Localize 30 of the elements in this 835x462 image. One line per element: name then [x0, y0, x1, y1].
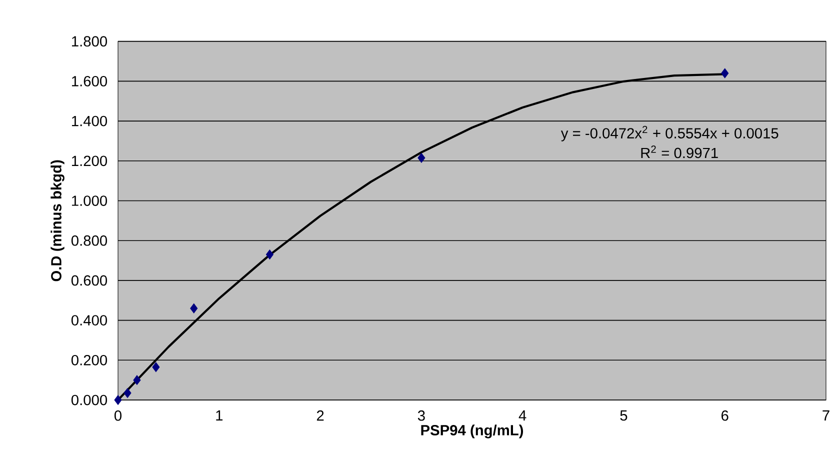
- x-tick-label: 1: [216, 410, 223, 420]
- point: [133, 375, 141, 386]
- x-tick-label: 7: [822, 410, 830, 420]
- point: [418, 152, 426, 163]
- annotation: y = -0.0472x$^{2}$ + 0.5554x + 0.0015: [560, 126, 778, 142]
- y-tick-label: 1.800: [72, 36, 108, 47]
- y-tick-label: 1.600: [72, 76, 108, 86]
- y-tick-label: 1.000: [72, 196, 108, 206]
- point: [152, 362, 160, 372]
- y-tick-label: 0.600: [71, 275, 108, 286]
- y-tick-label: 0.200: [71, 354, 108, 366]
- y-tick-label: 0.800: [71, 235, 108, 246]
- point: [124, 388, 132, 398]
- point: [721, 68, 729, 78]
- y-tick-label: 1.200: [72, 156, 108, 166]
- point: [266, 250, 274, 260]
- point: [190, 303, 198, 314]
- y-tick-label: 0.400: [71, 315, 108, 326]
- x-tick-label: 0: [114, 410, 122, 421]
- x-axis-title: PSP94 (ng/mL): [421, 424, 524, 438]
- point: [114, 395, 122, 405]
- y-axis-title: O.D (minus bkgd): [50, 160, 64, 282]
- annotation: R$^{2}$ = 0.9971: [641, 146, 718, 158]
- x-tick-label: 5: [620, 410, 628, 421]
- y-tick-label: 1.400: [72, 116, 108, 126]
- x-tick-label: 2: [316, 410, 324, 421]
- x-tick-label: 6: [722, 410, 728, 421]
- y-tick-label: 0.000: [71, 394, 108, 406]
- x-tick-label: 4: [518, 410, 526, 420]
- x-tick-label: 3: [418, 410, 425, 421]
